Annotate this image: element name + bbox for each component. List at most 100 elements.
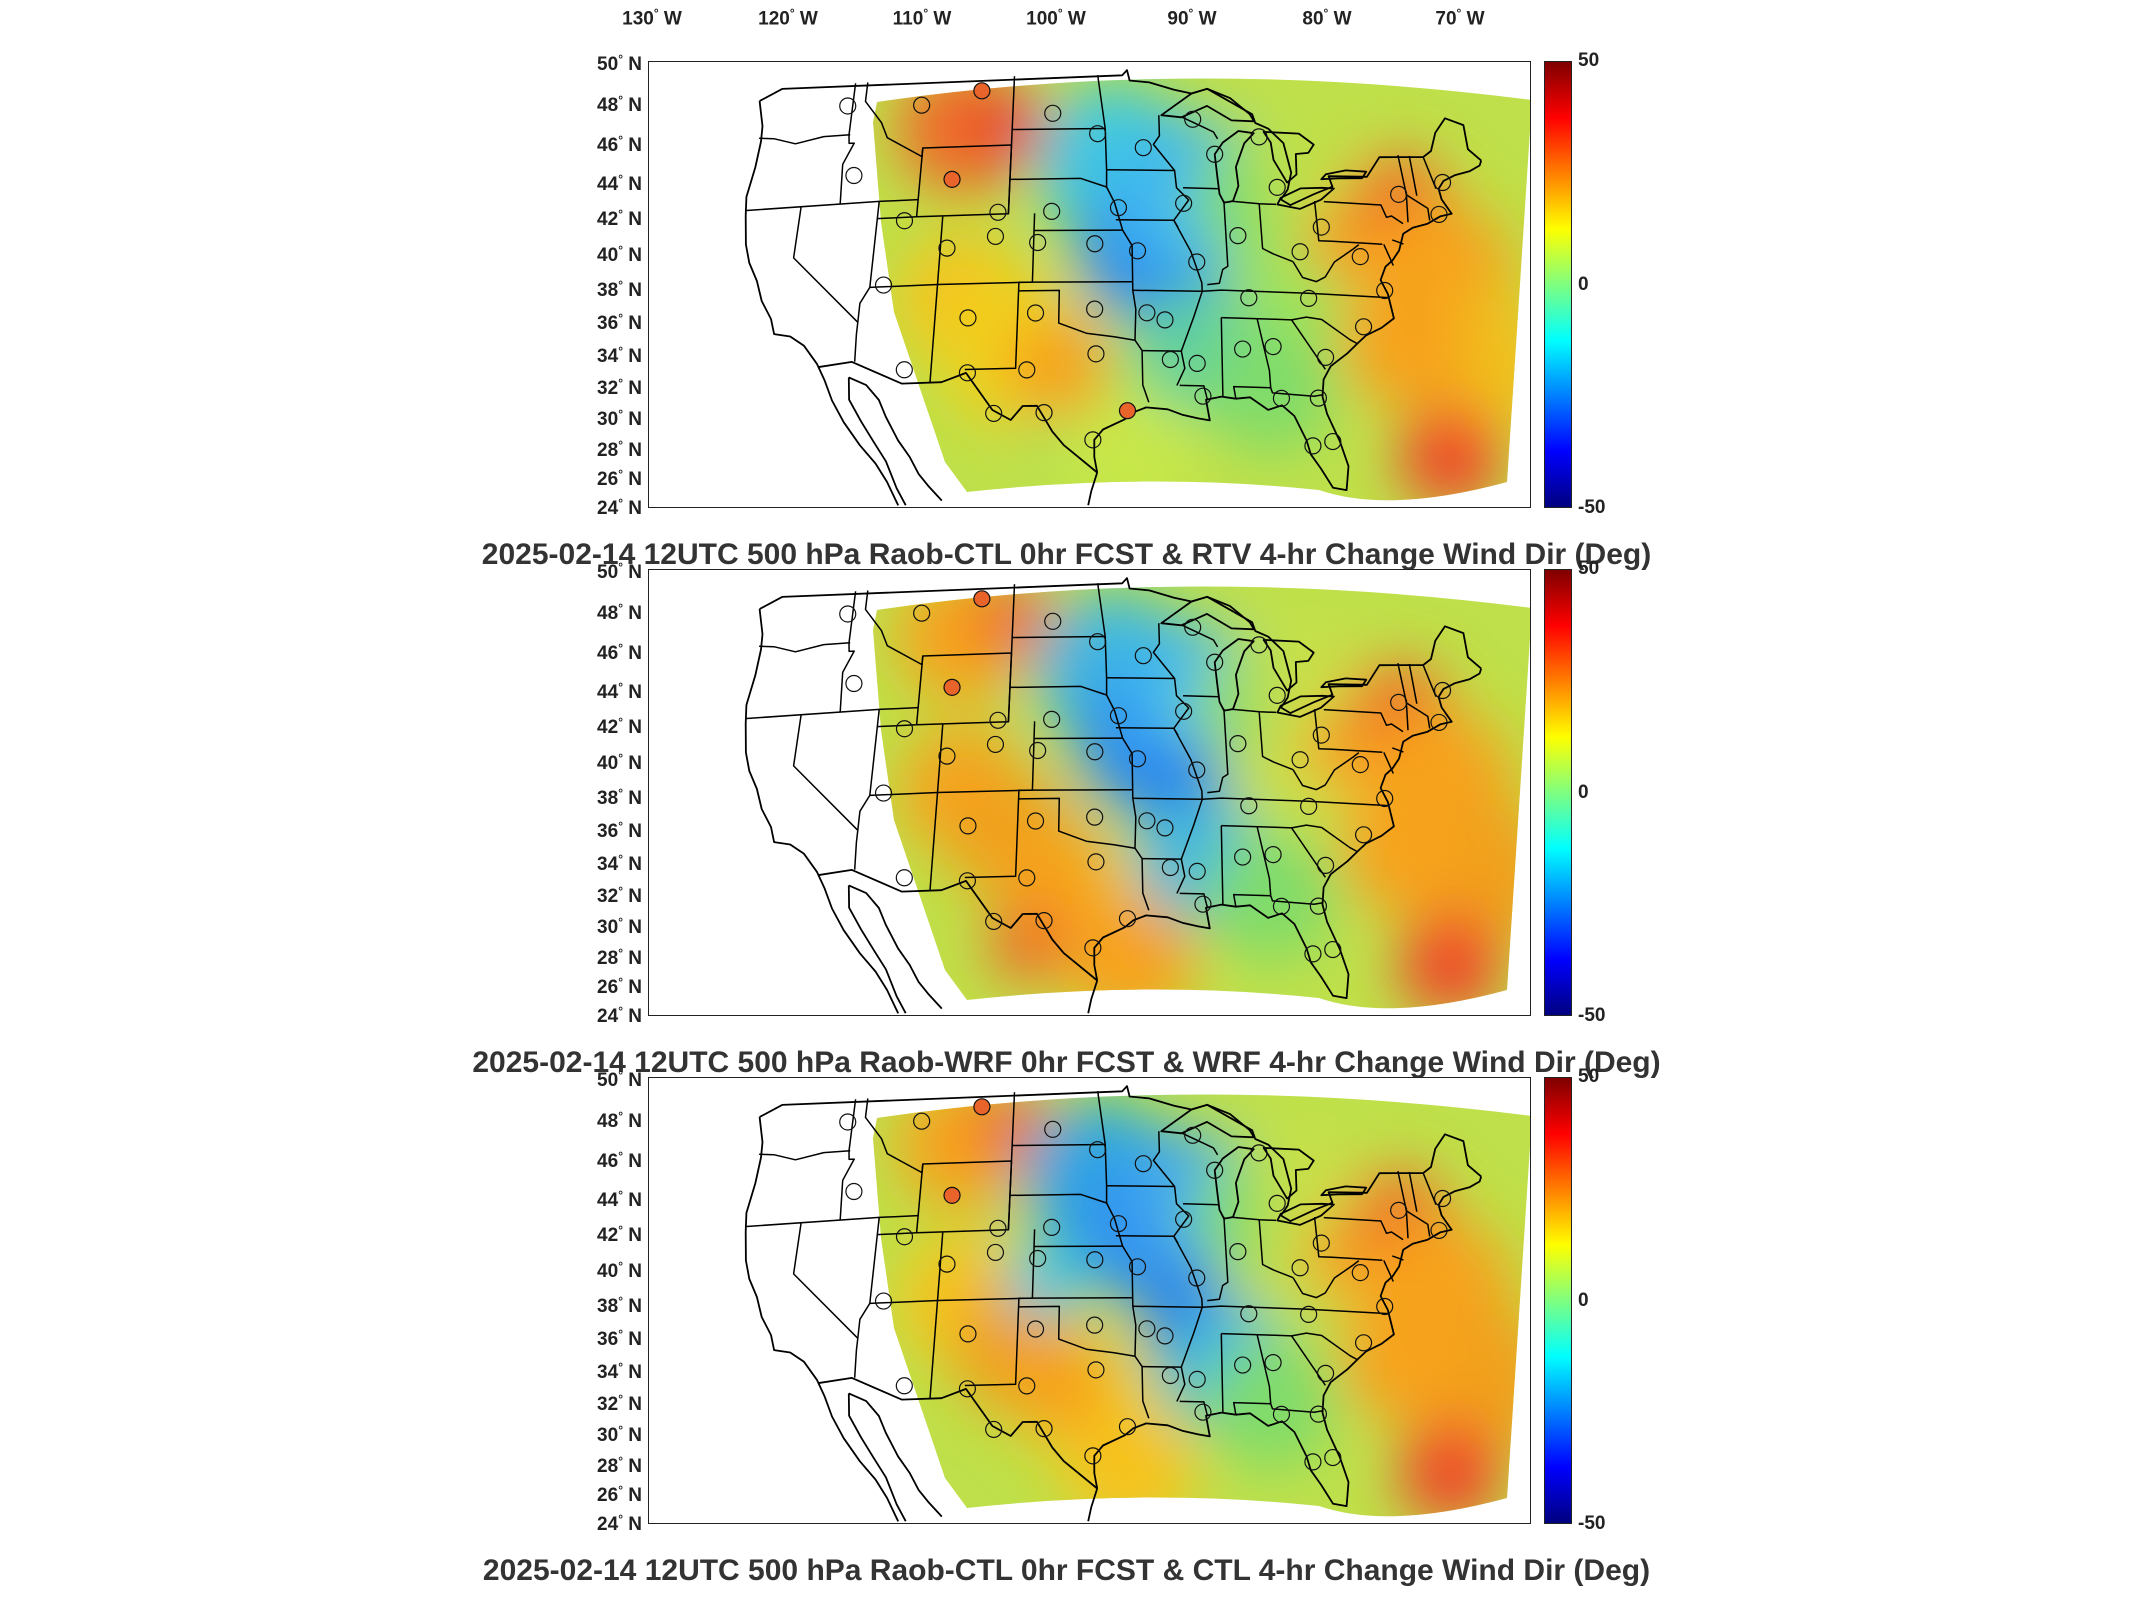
panel-title: 2025-02-14 12UTC 500 hPa Raob-CTL 0hr FC…	[482, 1554, 1651, 1587]
raob-station-marker	[839, 97, 857, 115]
latitude-axis: 50° N 48° N 46° N 44° N 42° N 40° N 38° N 36° N…	[560, 1068, 642, 1535]
latitude-label: 44° N	[597, 679, 642, 704]
raob-station-marker	[913, 1112, 931, 1130]
raob-station-marker	[1035, 1420, 1053, 1438]
raob-station-marker	[985, 912, 1003, 931]
raob-station-marker	[985, 404, 1003, 423]
raob-station-marker	[1086, 1316, 1104, 1334]
raob-station-marker	[973, 590, 991, 608]
latitude-label: 32° N	[597, 1391, 642, 1416]
raob-station-marker	[1035, 404, 1053, 422]
raob-station-marker	[1268, 178, 1286, 196]
raob-station-marker	[1043, 710, 1061, 728]
raob-station-marker	[1250, 636, 1268, 654]
raob-station-marker	[1250, 1144, 1268, 1162]
longitude-label: 110° W	[892, 6, 952, 30]
raob-station-marker	[1035, 912, 1053, 930]
longitude-label: 130° W	[622, 6, 682, 30]
raob-station-marker	[1250, 128, 1268, 146]
latitude-label: 42° N	[597, 206, 642, 231]
raob-station-marker	[1376, 1297, 1394, 1316]
latitude-label: 46° N	[597, 132, 642, 157]
latitude-label: 44° N	[597, 171, 642, 196]
raob-station-marker	[986, 1243, 1005, 1262]
longitude-label: 120° W	[758, 6, 818, 30]
latitude-label: 46° N	[597, 1148, 642, 1173]
raob-station-marker	[1206, 1161, 1224, 1179]
raob-station-marker	[1029, 1249, 1047, 1268]
colorbar-tick-label: 50	[1578, 558, 1600, 579]
raob-station-marker	[989, 1219, 1007, 1237]
raob-station-marker	[845, 1182, 863, 1201]
latitude-label: 38° N	[597, 785, 642, 810]
raob-station-marker	[959, 309, 977, 327]
raob-station-marker	[986, 227, 1005, 246]
latitude-label: 42° N	[597, 1222, 642, 1247]
raob-station-marker	[1304, 945, 1322, 963]
latitude-axis: 50° N 48° N 46° N 44° N 42° N 40° N 38° N 36° N…	[560, 52, 642, 519]
raob-station-marker	[1272, 897, 1291, 915]
colorbar	[1544, 61, 1572, 508]
raob-station-marker	[1316, 856, 1335, 874]
raob-station-marker	[1184, 1126, 1202, 1144]
raob-station-marker	[1175, 1210, 1193, 1228]
raob-station-marker	[1086, 1251, 1104, 1269]
raob-station-marker	[1138, 812, 1156, 830]
raob-station-marker	[986, 735, 1005, 754]
longitude-label: 80° W	[1302, 6, 1352, 30]
map-svg	[744, 1085, 1530, 1522]
raob-station-marker	[1234, 1356, 1252, 1374]
raob-station-marker	[1018, 869, 1036, 887]
map-svg	[744, 577, 1530, 1014]
raob-station-marker	[874, 276, 893, 294]
latitude-label: 32° N	[597, 883, 642, 908]
raob-station-marker	[1264, 846, 1282, 864]
raob-station-marker	[1086, 808, 1104, 826]
latitude-label: 26° N	[597, 466, 642, 491]
raob-station-marker	[1268, 686, 1286, 704]
raob-station-marker	[1376, 281, 1394, 300]
raob-station-marker	[1304, 1453, 1322, 1471]
raob-station-marker	[1086, 300, 1104, 318]
raob-station-marker	[1118, 402, 1137, 420]
raob-station-marker	[1351, 756, 1369, 774]
raob-station-marker	[1309, 389, 1328, 407]
raob-station-marker	[1300, 797, 1318, 815]
map-svg	[744, 69, 1530, 506]
raob-station-marker	[1351, 1264, 1369, 1282]
raob-station-marker	[1175, 702, 1193, 720]
raob-station-marker	[1194, 1403, 1212, 1421]
raob-station-marker	[973, 1098, 991, 1116]
panel-title: 2025-02-14 12UTC 500 hPa Raob-CTL 0hr FC…	[481, 538, 1652, 571]
raob-stations	[839, 590, 1452, 963]
latitude-label: 26° N	[597, 974, 642, 999]
map-plot-area	[648, 569, 1531, 1016]
raob-station-marker	[1240, 1305, 1258, 1323]
raob-station-marker	[1087, 1361, 1105, 1379]
raob-station-marker	[943, 678, 961, 696]
latitude-label: 36° N	[597, 310, 642, 335]
raob-station-marker	[1324, 940, 1342, 959]
latitude-label: 36° N	[597, 818, 642, 843]
raob-stations	[839, 1098, 1452, 1471]
latitude-label: 48° N	[597, 600, 642, 625]
raob-station-marker	[1240, 797, 1258, 815]
raob-station-marker	[895, 1228, 914, 1246]
colorbar-tick-label: 50	[1578, 1066, 1600, 1087]
raob-station-marker	[1430, 1221, 1448, 1240]
raob-station-marker	[839, 605, 857, 623]
raob-station-marker	[1309, 897, 1328, 915]
raob-station-marker	[1264, 338, 1282, 356]
raob-station-marker	[895, 361, 913, 379]
raob-station-marker	[1044, 1120, 1062, 1138]
raob-station-marker	[989, 711, 1007, 729]
raob-station-marker	[1109, 707, 1128, 725]
raob-station-marker	[1089, 125, 1107, 143]
latitude-axis: 50° N 48° N 46° N 44° N 42° N 40° N 38° N 36° N…	[560, 560, 642, 1027]
map-plot-area	[648, 61, 1531, 508]
raob-station-marker	[874, 784, 893, 802]
coastline-and-borders	[744, 1085, 1483, 1522]
raob-station-marker	[973, 82, 991, 100]
raob-station-marker	[874, 1292, 893, 1310]
raob-station-marker	[1309, 1405, 1328, 1423]
